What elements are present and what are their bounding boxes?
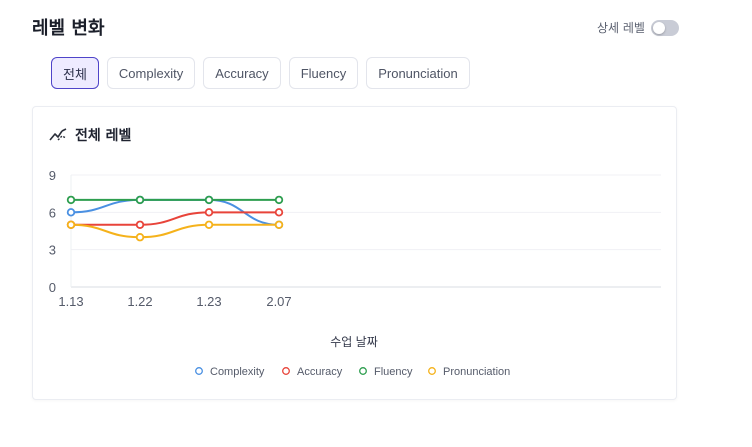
toggle-knob: [652, 21, 665, 34]
y-tick-label: 9: [49, 168, 56, 183]
series-line-pronunciation: [70, 223, 279, 239]
series-line-accuracy: [70, 211, 279, 226]
data-point-complexity: [66, 208, 76, 217]
tab-pronunciation[interactable]: Pronunciation: [366, 57, 470, 89]
x-tick-label: 1.23: [196, 294, 221, 309]
detail-level-control: 상세 레벨: [597, 19, 679, 36]
tab-fluency[interactable]: Fluency: [288, 57, 359, 89]
legend-label-accuracy: Accuracy: [297, 366, 343, 378]
overall-level-card: 전체 레벨: [32, 106, 677, 400]
level-tabs: 전체 Complexity Accuracy Fluency Pronuncia…: [51, 57, 470, 89]
data-point-fluency: [274, 195, 284, 205]
data-point-fluency: [204, 195, 214, 205]
legend-marker-pronunciation: [428, 367, 436, 375]
tab-complexity[interactable]: Complexity: [106, 57, 196, 89]
data-point-pronunciation: [204, 220, 214, 229]
card-header: 전체 레벨: [49, 125, 131, 145]
tab-all[interactable]: 전체: [51, 57, 99, 89]
legend-label-fluency: Fluency: [374, 366, 413, 378]
legend-marker-complexity: [195, 367, 203, 375]
x-tick-label: 2.07: [266, 294, 291, 309]
x-tick-label: 1.22: [127, 294, 152, 309]
detail-level-label: 상세 레벨: [597, 21, 645, 35]
detail-level-toggle[interactable]: [650, 19, 679, 36]
data-point-accuracy: [135, 220, 145, 229]
data-point-pronunciation: [66, 220, 76, 229]
y-tick-label: 3: [49, 243, 56, 258]
data-point-accuracy: [204, 208, 214, 217]
legend-label-pronunciation: Pronunciation: [443, 366, 510, 378]
legend-marker-accuracy: [282, 367, 290, 375]
page-title: 레벨 변화: [32, 18, 105, 39]
data-point-pronunciation: [135, 233, 145, 242]
data-point-accuracy: [274, 208, 284, 217]
data-point-fluency: [66, 195, 76, 205]
tab-accuracy[interactable]: Accuracy: [203, 57, 281, 89]
legend-label-complexity: Complexity: [210, 366, 265, 378]
y-tick-label: 6: [49, 205, 56, 220]
data-point-fluency: [135, 195, 145, 205]
legend-marker-fluency: [359, 367, 367, 375]
x-tick-label: 1.13: [58, 294, 83, 309]
trend-line-icon: [49, 128, 67, 141]
y-tick-label: 0: [49, 280, 56, 295]
card-title: 전체 레벨: [75, 128, 132, 144]
data-point-pronunciation: [274, 220, 284, 229]
x-axis-label: 수업 날짜: [330, 335, 378, 349]
